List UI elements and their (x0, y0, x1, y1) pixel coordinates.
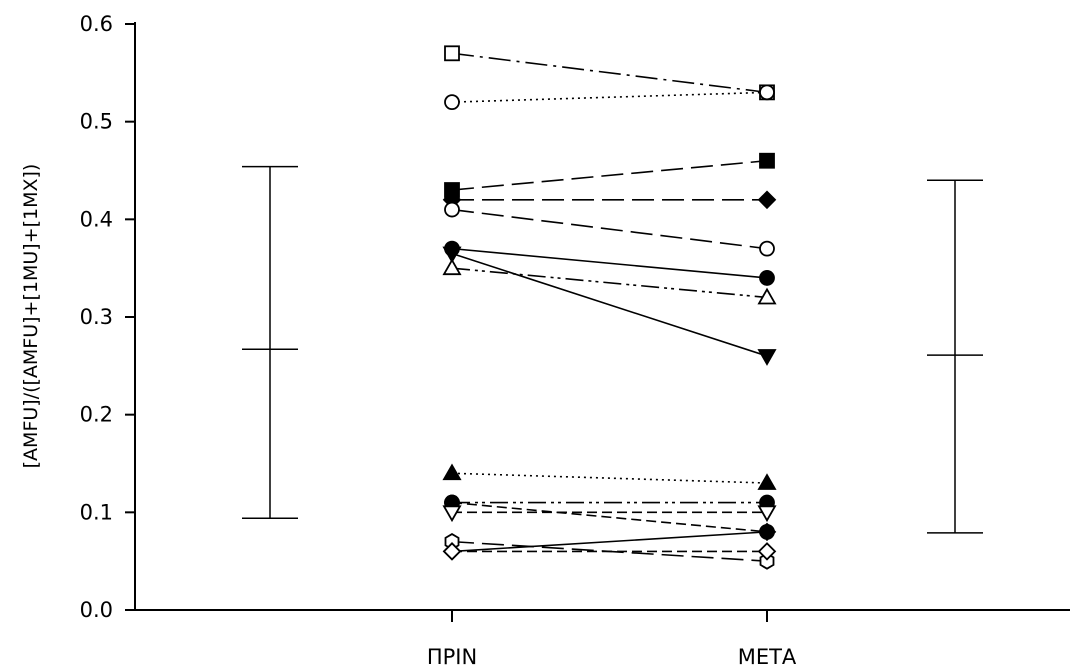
circle-marker (444, 201, 460, 218)
series-line (451, 159, 768, 191)
series-line (451, 52, 768, 94)
triangle-up-marker (757, 473, 777, 490)
triangle-down-marker (442, 246, 462, 264)
circle-marker (759, 240, 775, 257)
series-line (451, 91, 768, 103)
triangle-down-marker (757, 505, 777, 523)
error-bar-left (242, 165, 298, 519)
series-7 (442, 246, 777, 366)
series-10 (444, 494, 775, 511)
series-line (451, 252, 768, 357)
series-group (442, 45, 777, 570)
series-line (451, 208, 768, 250)
series-1 (444, 45, 775, 101)
y-axis-label: [AMFU]/([AMFU]+[1MU]+[1MX]) (20, 164, 42, 469)
series-2 (444, 84, 775, 111)
error-bar-right (927, 179, 983, 534)
triangle-down-marker (757, 349, 777, 366)
y-tick-label: 0.1 (80, 500, 113, 524)
diamond-marker (442, 542, 462, 561)
x-tick-label: ΜΕΤΑ (738, 645, 797, 667)
series-4 (442, 190, 777, 210)
diamond-marker (757, 190, 777, 210)
series-3 (444, 152, 775, 198)
series-line (451, 501, 768, 533)
series-14 (442, 522, 777, 561)
series-9 (442, 463, 777, 490)
triangle-up-marker (442, 258, 462, 276)
circle-marker (759, 84, 775, 101)
series-line (451, 267, 768, 299)
series-6 (444, 240, 775, 286)
hexagon-marker (759, 552, 775, 570)
triangle-up-marker (442, 463, 462, 481)
series-12 (442, 505, 777, 523)
circle-marker (759, 270, 775, 286)
series-5 (444, 201, 775, 257)
y-tick-label: 0.6 (80, 12, 113, 36)
diamond-marker (757, 542, 777, 561)
error-bars (242, 165, 983, 534)
series-line (451, 472, 768, 484)
y-tick-label: 0.3 (80, 305, 113, 329)
x-tick-label: ΠΡΙΝ (427, 645, 477, 667)
triangle-up-marker (757, 287, 777, 305)
series-line (451, 531, 768, 553)
axes: 0.0 0.1 0.2 0.3 0.4 0.5 0.6 ΠΡΙΝ ΜΕΤΑ (80, 12, 1070, 667)
y-tick-label: 0.2 (80, 403, 113, 427)
y-tick-label: 0.5 (80, 110, 113, 134)
y-tick-label: 0.0 (80, 598, 113, 622)
square-marker (759, 152, 775, 169)
y-tick-label: 0.4 (80, 207, 113, 231)
triangle-down-marker (442, 505, 462, 523)
square-marker (444, 45, 460, 62)
series-8 (442, 258, 777, 305)
series-line (451, 247, 768, 279)
series-15 (442, 542, 777, 561)
diamond-marker (757, 522, 777, 542)
circle-marker (444, 94, 460, 111)
